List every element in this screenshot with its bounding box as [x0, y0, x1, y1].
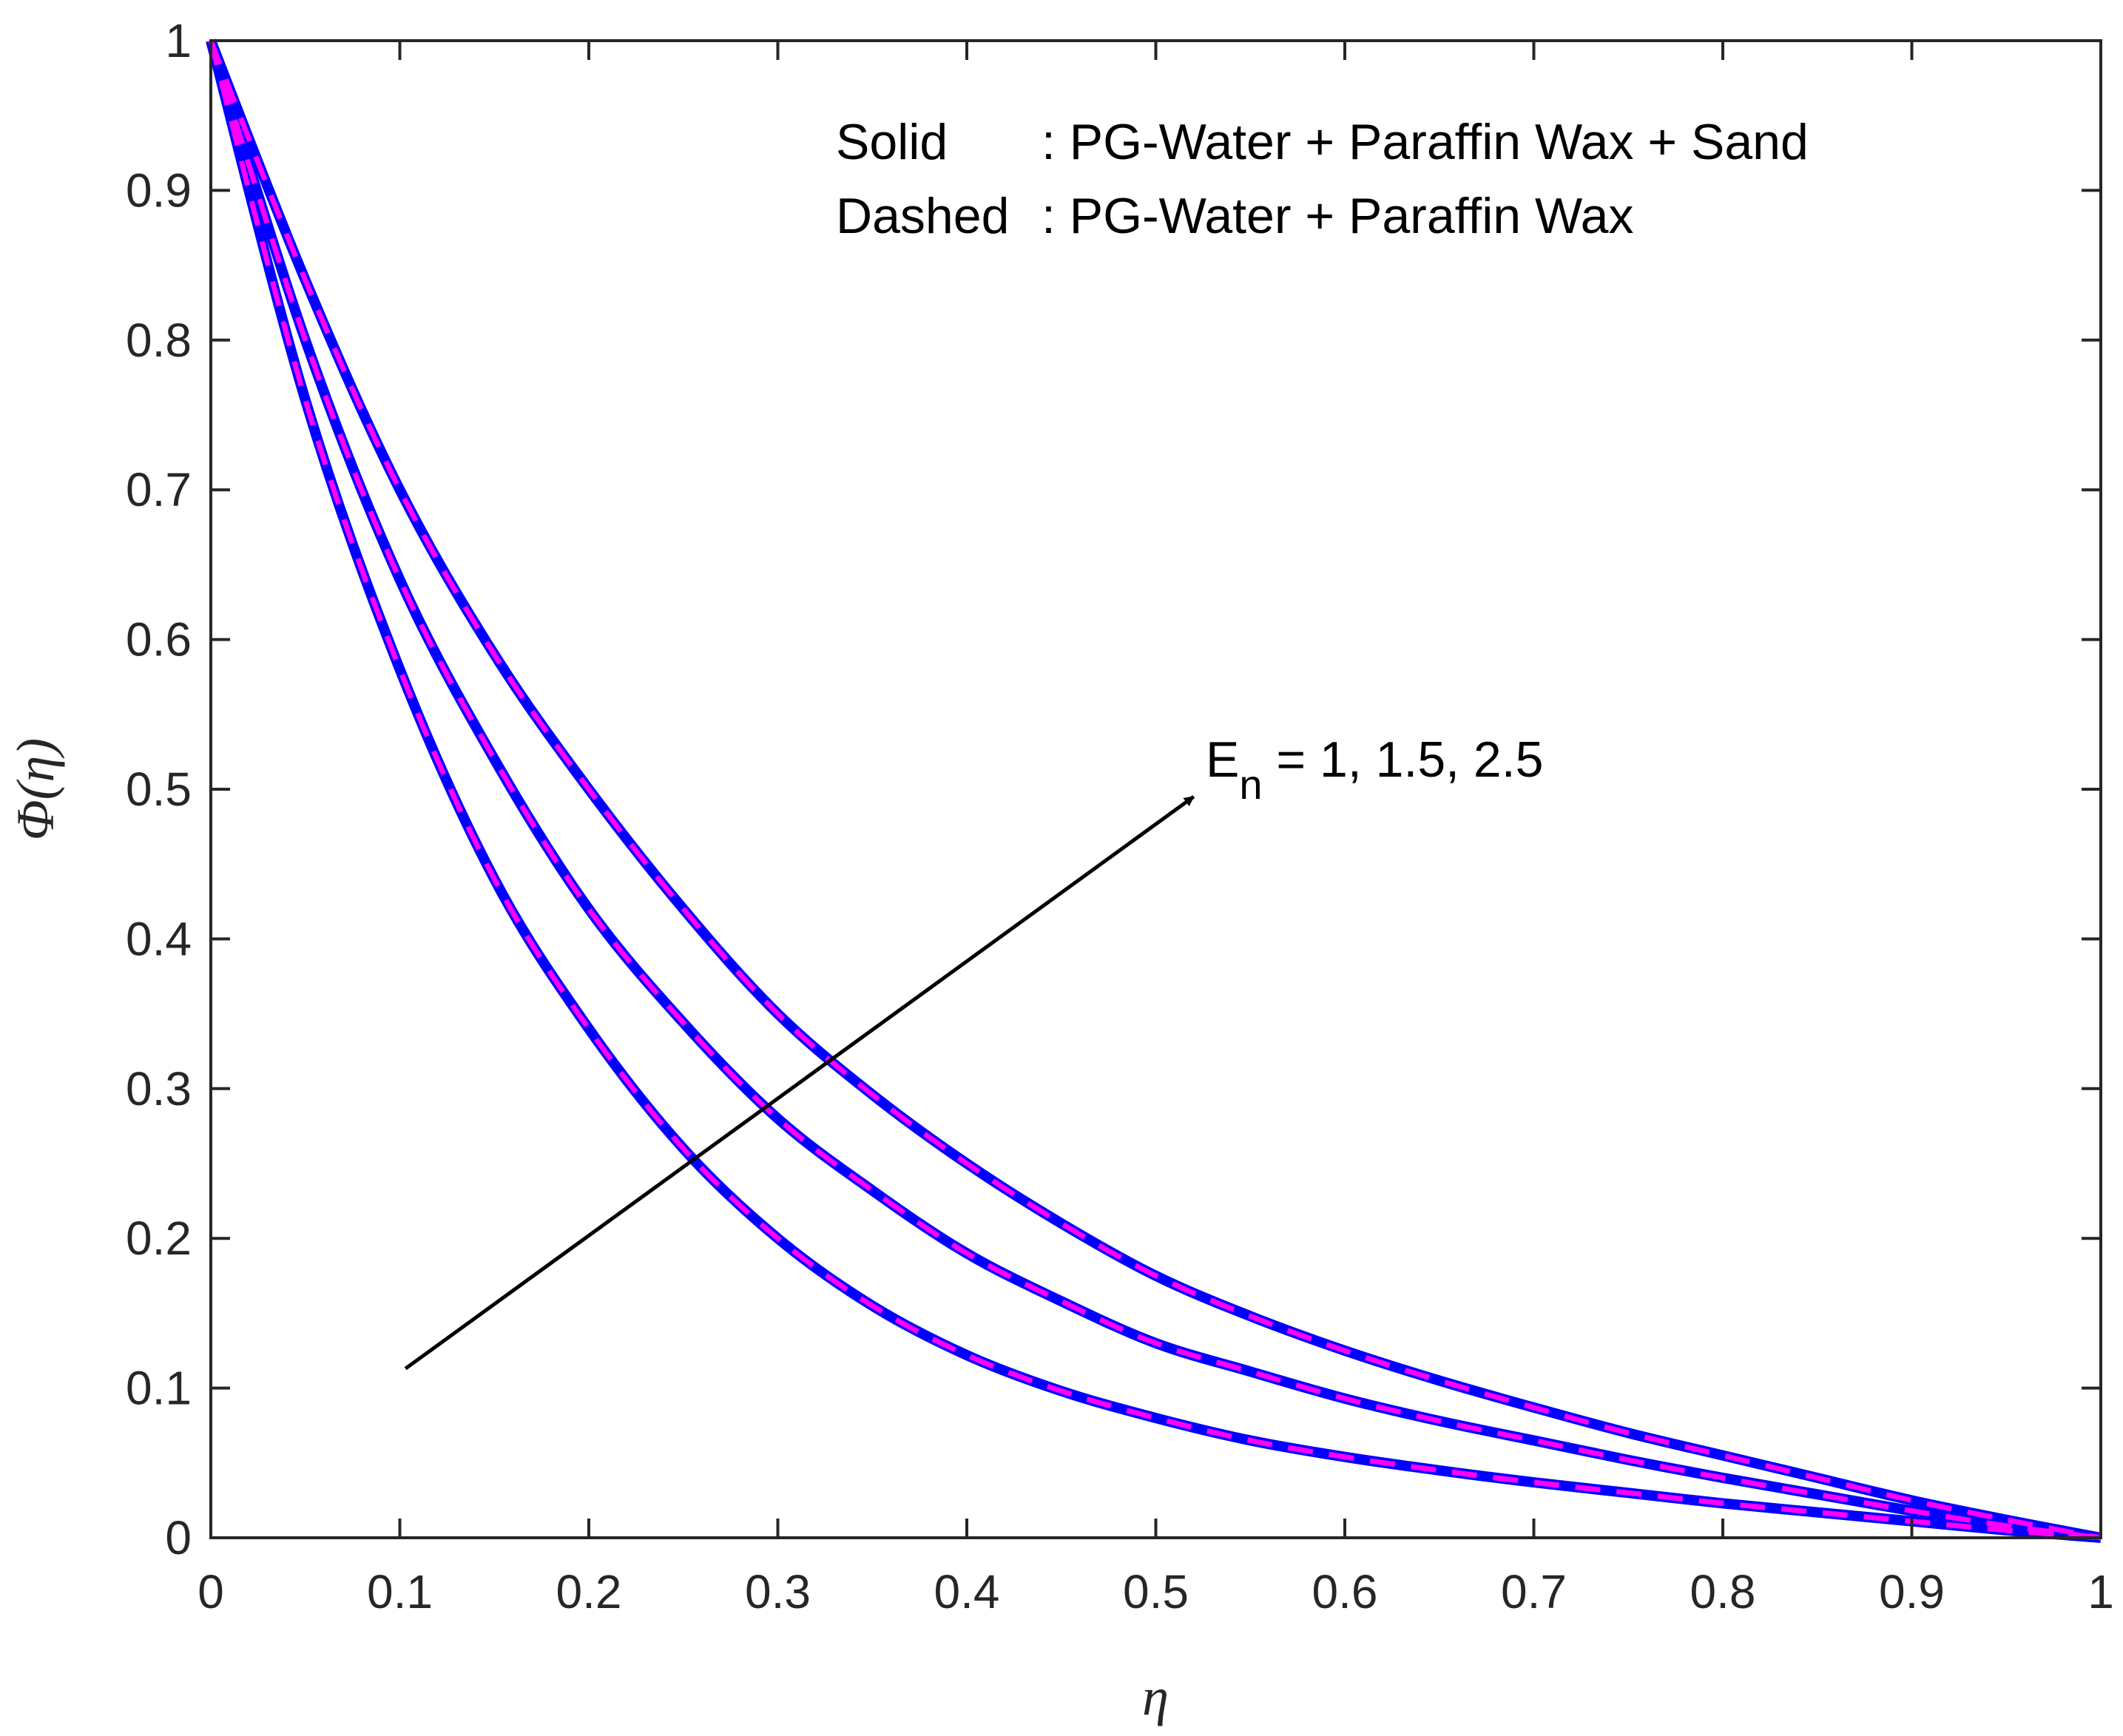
x-tick-label: 0.3 [745, 1565, 811, 1618]
series-line-5-dashed [208, 39, 2102, 1541]
series-line-4-dashed [208, 40, 2102, 1541]
x-tick-label: 0.9 [1879, 1565, 1945, 1618]
y-tick-label: 1 [165, 14, 192, 67]
x-tick-label: 0.5 [1123, 1565, 1189, 1618]
x-axis: 0 0.1 0.2 0.3 0.4 0.5 0.6 0.7 0.8 0.9 1 [198, 41, 2114, 1618]
y-tick-label: 0.3 [126, 1062, 192, 1115]
series-line-6-dashed [208, 39, 2102, 1541]
x-axis-label: η [1142, 1667, 1169, 1726]
y-tick-label: 0.8 [126, 314, 192, 367]
y-axis-label: Φ(η) [6, 738, 65, 840]
annotation-values: = 1, 1.5, 2.5 [1263, 732, 1544, 788]
annotation-arrow [404, 795, 1195, 1371]
x-tick-label: 0.6 [1312, 1565, 1378, 1618]
annotation-subscript: n [1239, 761, 1262, 808]
annotation-label: En = 1, 1.5, 2.5 [1206, 732, 1543, 808]
y-axis: 0 0.1 0.2 0.3 0.4 0.5 0.6 0.7 0.8 0.9 1 [126, 14, 2101, 1564]
x-tick-label: 0.1 [367, 1565, 433, 1618]
x-tick-label: 0.7 [1501, 1565, 1567, 1618]
annotation-symbol: E [1206, 732, 1239, 788]
axes-box [209, 39, 2102, 1539]
x-tick-label: 0.8 [1690, 1565, 1756, 1618]
y-tick-label: 0.6 [126, 613, 192, 666]
y-tick-label: 0 [165, 1511, 192, 1564]
x-tick-label: 0.2 [556, 1565, 622, 1618]
legend-dashed-label: Dashed [836, 188, 1009, 244]
legend-solid-label: Solid [836, 114, 948, 170]
legend-dashed-desc: : PG-Water + Paraffin Wax [1042, 188, 1634, 244]
y-tick-label: 0.5 [126, 763, 192, 816]
y-tick-label: 0.4 [126, 912, 192, 965]
legend-solid-desc: : PG-Water + Paraffin Wax + Sand [1042, 114, 1809, 170]
y-tick-label: 0.2 [126, 1212, 192, 1265]
y-tick-label: 0.1 [126, 1362, 192, 1415]
x-tick-label: 1 [2087, 1565, 2114, 1618]
y-tick-label: 0.7 [126, 463, 192, 516]
x-tick-label: 0 [198, 1565, 224, 1618]
x-tick-label: 0.4 [934, 1565, 1000, 1618]
y-tick-label: 0.9 [126, 163, 192, 217]
series-layer [206, 38, 2102, 1543]
